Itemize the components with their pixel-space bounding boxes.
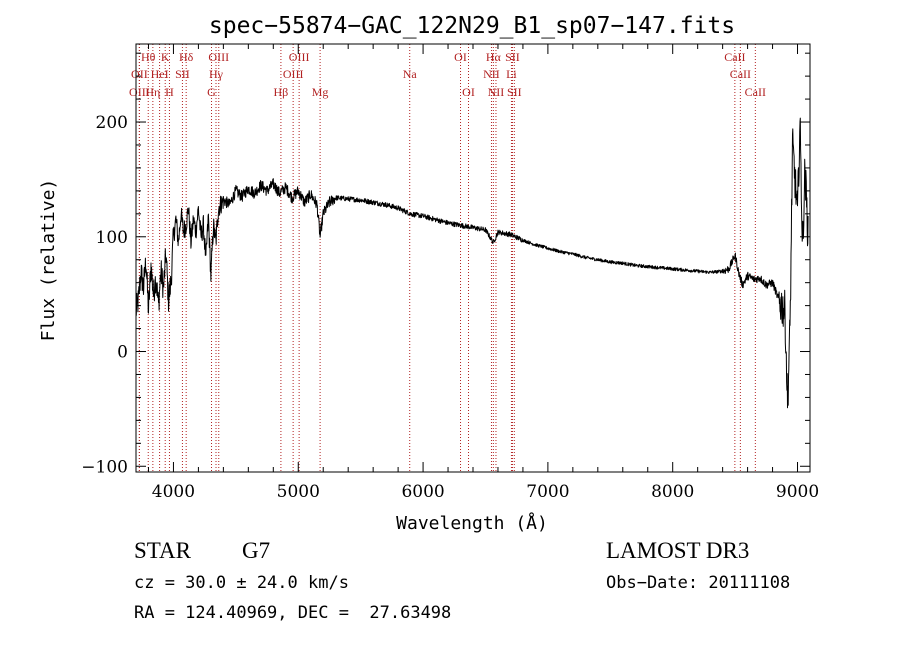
y-tick-label: 100 xyxy=(96,228,128,248)
object-class: STAR xyxy=(134,538,191,563)
line-marker-label: Hβ xyxy=(274,85,289,99)
axis-ticks: 4000 5000 6000 7000 8000 9000 −100 0 100 200 xyxy=(81,44,819,502)
x-tick-label: 7000 xyxy=(526,482,569,502)
y-tick-label: −100 xyxy=(81,457,128,477)
line-marker-label: SII xyxy=(507,85,522,99)
line-marker-label: OI xyxy=(462,85,475,99)
object-subclass: G7 xyxy=(242,538,271,563)
line-marker-label: OIII xyxy=(289,50,310,64)
x-tick-label: 5000 xyxy=(277,482,320,502)
y-tick-label: 0 xyxy=(117,343,128,363)
line-marker-label: G xyxy=(207,85,216,99)
line-marker-label: Na xyxy=(403,67,418,81)
plot-frame xyxy=(135,43,811,473)
coordinates: RA = 124.40969, DEC = 27.63498 xyxy=(134,603,452,623)
y-axis-label: Flux (relative) xyxy=(38,179,59,342)
line-marker-label: HeI xyxy=(151,67,169,81)
line-marker-label: CaII xyxy=(745,85,766,99)
line-marker-label: Mg xyxy=(312,85,329,99)
line-marker-label: NII xyxy=(488,85,505,99)
observation-date: Obs−Date: 20111108 xyxy=(606,573,791,593)
line-marker-label: SII xyxy=(175,67,190,81)
line-marker-label: K xyxy=(161,50,170,64)
line-marker-label: Hθ xyxy=(141,50,156,64)
line-marker-label: Hγ xyxy=(209,67,224,81)
line-marker-label: OIII xyxy=(208,50,229,64)
line-marker-label: OIII xyxy=(129,85,150,99)
line-marker-label: Li xyxy=(506,67,517,81)
chart-title: spec−55874−GAC_122N29_B1_sp07−147.fits xyxy=(209,13,735,39)
line-marker-label: OI xyxy=(454,50,467,64)
survey-name: LAMOST DR3 xyxy=(606,538,750,563)
y-tick-label: 200 xyxy=(96,113,128,133)
x-tick-label: 9000 xyxy=(776,482,819,502)
x-tick-label: 8000 xyxy=(651,482,694,502)
line-marker-label: NII xyxy=(483,67,500,81)
x-tick-label: 4000 xyxy=(152,482,195,502)
line-marker-label: OIII xyxy=(283,67,304,81)
line-marker-label: H xyxy=(165,85,174,99)
line-marker-label: CaII xyxy=(730,67,751,81)
line-marker-label: Hα xyxy=(486,50,502,64)
redshift-value: cz = 30.0 ± 24.0 km/s xyxy=(134,573,349,593)
line-marker-label: Hδ xyxy=(179,50,194,64)
line-marker-label: CaII xyxy=(724,50,745,64)
spectrum-line xyxy=(135,117,809,409)
line-marker-label: Hη xyxy=(145,85,160,99)
x-tick-label: 6000 xyxy=(401,482,444,502)
line-marker-label: SII xyxy=(505,50,520,64)
x-axis-label: Wavelength (Å) xyxy=(396,512,548,534)
